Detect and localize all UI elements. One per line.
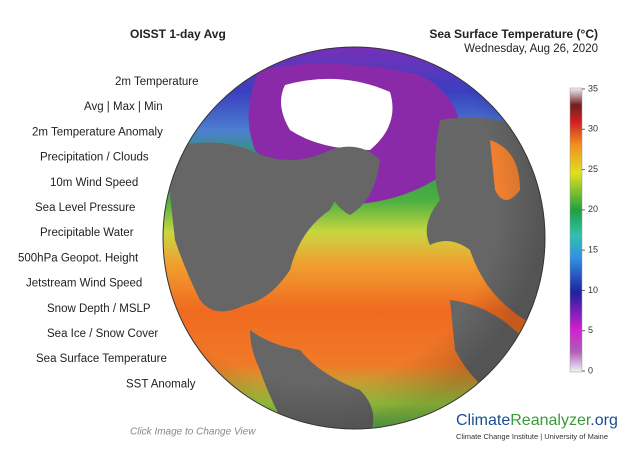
colorbar-tick-label: 15 (588, 245, 598, 255)
menu-item[interactable]: 2m Temperature (115, 76, 199, 88)
menu-item[interactable]: Snow Depth / MSLP (47, 303, 151, 315)
menu-item[interactable]: 10m Wind Speed (50, 177, 138, 189)
colorbar-tick-label: 35 (588, 83, 598, 93)
menu-item[interactable]: Sea Surface Temperature (36, 353, 167, 365)
colorbar-tick-label: 20 (588, 204, 598, 214)
menu-item[interactable]: Precipitable Water (40, 227, 134, 239)
menu-item[interactable]: Sea Ice / Snow Cover (47, 328, 158, 340)
institute: Climate Change Institute | University of… (456, 432, 608, 441)
colorbar-tick-label: 10 (588, 285, 598, 295)
colorbar-ticks: 0 5 10 15 20 25 30 35 (582, 83, 598, 375)
colorbar-tick-label: 30 (588, 124, 598, 134)
logo[interactable]: ClimateReanalyzer.org (456, 412, 618, 429)
menu-item[interactable]: Avg | Max | Min (84, 101, 163, 113)
menu: 2m Temperature Avg | Max | Min 2m Temperat… (18, 76, 199, 390)
menu-item[interactable]: Precipitation / Clouds (40, 152, 149, 164)
colorbar-tick-label: 0 (588, 365, 593, 375)
menu-item[interactable]: Sea Level Pressure (35, 202, 135, 214)
title: OISST 1-day Avg (130, 27, 226, 41)
logo-org[interactable]: .org (590, 412, 618, 429)
hint: Click Image to Change View (130, 427, 256, 438)
colorbar (569, 87, 583, 373)
globe-outline (162, 46, 546, 430)
colorbar-tick-label: 5 (588, 325, 593, 335)
menu-item[interactable]: SST Anomaly (126, 378, 196, 390)
colorbar-tick-label: 25 (588, 164, 598, 174)
menu-item[interactable]: 500hPa Geopot. Height (18, 252, 139, 264)
menu-item[interactable]: 2m Temperature Anomaly (32, 126, 163, 138)
menu-item[interactable]: Jetstream Wind Speed (26, 278, 142, 290)
globe[interactable] (160, 45, 550, 435)
logo-climate[interactable]: Climate (456, 412, 510, 429)
logo-reanalyzer[interactable]: Reanalyzer (510, 412, 592, 429)
date: Wednesday, Aug 26, 2020 (464, 43, 598, 55)
map-title: Sea Surface Temperature (°C) (429, 27, 598, 41)
